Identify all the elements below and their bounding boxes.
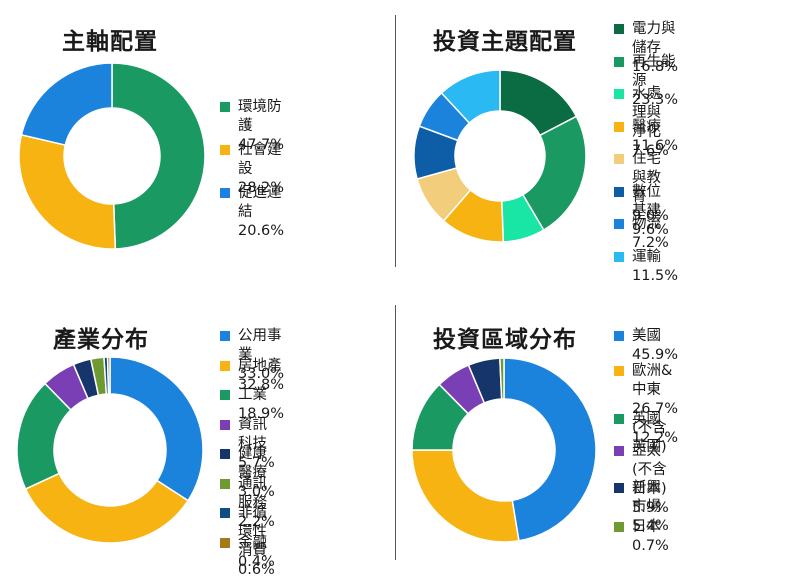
legend-swatch <box>614 251 624 262</box>
legend-label: 數位基建 9.6% <box>632 183 669 238</box>
legend-label: 公用事業 33.0% <box>238 328 285 382</box>
legend-item: 歐洲&中東 26.7% (不含英國) <box>614 362 678 457</box>
legend-label: 運輸 11.5% <box>632 248 679 284</box>
legend-item: 日本 0.7% <box>614 518 669 556</box>
donut-slice-2 <box>20 62 113 146</box>
donut-slice-1 <box>24 472 190 544</box>
legend-label: 英國 12.2% <box>632 411 679 446</box>
legend-swatch <box>220 449 230 459</box>
legend-item: 社會建設 28.2% <box>220 141 284 198</box>
legend-swatch <box>614 483 624 493</box>
legend-swatch <box>220 102 230 112</box>
legend-swatch <box>614 446 624 456</box>
legend-swatch <box>614 522 624 532</box>
legend-swatch <box>220 188 230 198</box>
legend-label: 日本 0.7% <box>632 519 669 554</box>
legend-swatch <box>614 121 624 132</box>
legend-label: 促進連結 20.6% <box>238 185 285 239</box>
legend-label: 亞太(不含日本) 5.9% <box>632 443 669 516</box>
donut-slice-5 <box>499 357 505 400</box>
legend-label: 醫療 11.6% <box>632 118 679 154</box>
legend-item: 電力與儲存 16.8% <box>614 20 678 77</box>
donut-slice-1 <box>18 133 117 250</box>
legend-item: 物流 7.2% <box>614 215 669 253</box>
legend-item: 房地產 32.8% <box>220 357 284 395</box>
legend-item: 新興市場 5.4% <box>614 479 669 536</box>
legend-label: 美國 45.9% <box>632 328 679 363</box>
legend-label: 電力與儲存 16.8% <box>632 21 679 75</box>
legend-swatch <box>220 145 230 155</box>
panel-investment-theme: 投資主題配置 電力與儲存 16.8% 再生能源 23.3% 水處理與淨化 7.6% 醫… <box>400 0 800 285</box>
donut-slice-1 <box>411 449 520 543</box>
legend-item: 非循環性消費 0.6% <box>220 504 275 580</box>
legend-swatch <box>220 478 230 489</box>
donut-slice-7 <box>106 356 111 395</box>
legend-item: 公用事業 33.0% <box>220 327 284 384</box>
legend-label: 工業 18.9% <box>238 387 285 422</box>
legend-label: 住宅與教育 9.0% <box>632 151 669 224</box>
legend-item: 數位基建 9.6% <box>614 183 669 240</box>
legend-item: 工業 18.9% <box>220 386 284 424</box>
legend-label: 健康醫療 3.0% <box>238 446 275 500</box>
legend-label: 再生能源 23.3% <box>632 53 679 108</box>
legend-swatch <box>220 360 230 371</box>
legend-swatch <box>614 414 624 424</box>
donut-chart <box>18 62 206 250</box>
divider-bottom <box>395 305 396 560</box>
legend-swatch <box>220 537 230 548</box>
legend-item: 運輸 11.5% <box>614 248 678 286</box>
legend-label: 社會建設 28.2% <box>238 142 285 196</box>
legend-label: 金融 0.4% <box>238 534 275 570</box>
legend-item: 促進連結 20.6% <box>220 184 284 241</box>
legend-swatch <box>220 331 230 341</box>
panel-main-axis: 主軸配置 環境防護 47.7% 社會建設 28.2% 促進連結 20.6% <box>0 0 395 285</box>
chart-title: 投資區域分布 <box>433 327 577 353</box>
legend-label: 房地產 32.8% <box>238 357 285 393</box>
legend-item: 美國 45.9% <box>614 327 678 365</box>
legend-swatch <box>614 186 624 197</box>
legend-swatch <box>220 390 230 400</box>
legend-item: 住宅與教育 9.0% <box>614 150 669 226</box>
legend-swatch <box>614 366 624 376</box>
legend-label: 物流 7.2% <box>632 216 669 251</box>
legend-item: 通訊服務 2.2% <box>220 475 275 532</box>
legend-swatch <box>614 154 624 164</box>
legend-swatch <box>614 89 624 99</box>
legend-item: 健康醫療 3.0% <box>220 445 275 502</box>
divider-top <box>395 15 396 267</box>
legend-item: 亞太(不含日本) 5.9% <box>614 442 669 518</box>
donut-chart <box>413 69 587 243</box>
legend-swatch <box>614 24 624 34</box>
donut-slice-0 <box>111 62 206 250</box>
legend-item: 醫療 11.6% <box>614 118 678 156</box>
donut-chart <box>16 356 204 544</box>
legend-swatch <box>614 56 624 67</box>
legend-label: 環境防護 47.7% <box>238 99 285 153</box>
legend-label: 非循環性消費 0.6% <box>238 505 275 578</box>
legend-label: 通訊服務 2.2% <box>238 475 275 530</box>
legend-item: 英國 12.2% <box>614 410 678 448</box>
legend-swatch <box>220 419 230 430</box>
legend-item: 再生能源 23.3% <box>614 53 678 110</box>
chart-title: 投資主題配置 <box>433 29 577 55</box>
legend-item: 金融 0.4% <box>220 534 275 572</box>
legend-swatch <box>220 508 230 518</box>
chart-title: 主軸配置 <box>62 29 158 55</box>
donut-slice-0 <box>503 357 597 542</box>
donut-slice-0 <box>109 356 204 502</box>
panel-industry: 產業分布 公用事業 33.0% 房地產 32.8% 工業 18.9% 資訊科技 5.7… <box>0 290 395 578</box>
legend-swatch <box>614 219 624 229</box>
donut-chart <box>411 357 597 543</box>
donut-slice-7 <box>440 69 501 125</box>
legend-label: 水處理與淨化 7.6% <box>632 86 669 159</box>
panel-region: 投資區域分布 美國 45.9% 歐洲&中東 26.7% (不含英國) 英國 12.2… <box>400 290 800 571</box>
legend-swatch <box>614 331 624 341</box>
legend-item: 資訊科技 5.7% <box>220 416 275 473</box>
legend-label: 歐洲&中東 26.7% (不含英國) <box>632 363 679 455</box>
legend-item: 環境防護 47.7% <box>220 98 284 155</box>
chart-title: 產業分布 <box>53 327 149 353</box>
legend-label: 新興市場 5.4% <box>632 480 669 534</box>
legend-label: 資訊科技 5.7% <box>238 416 275 471</box>
legend-item: 水處理與淨化 7.6% <box>614 85 669 161</box>
